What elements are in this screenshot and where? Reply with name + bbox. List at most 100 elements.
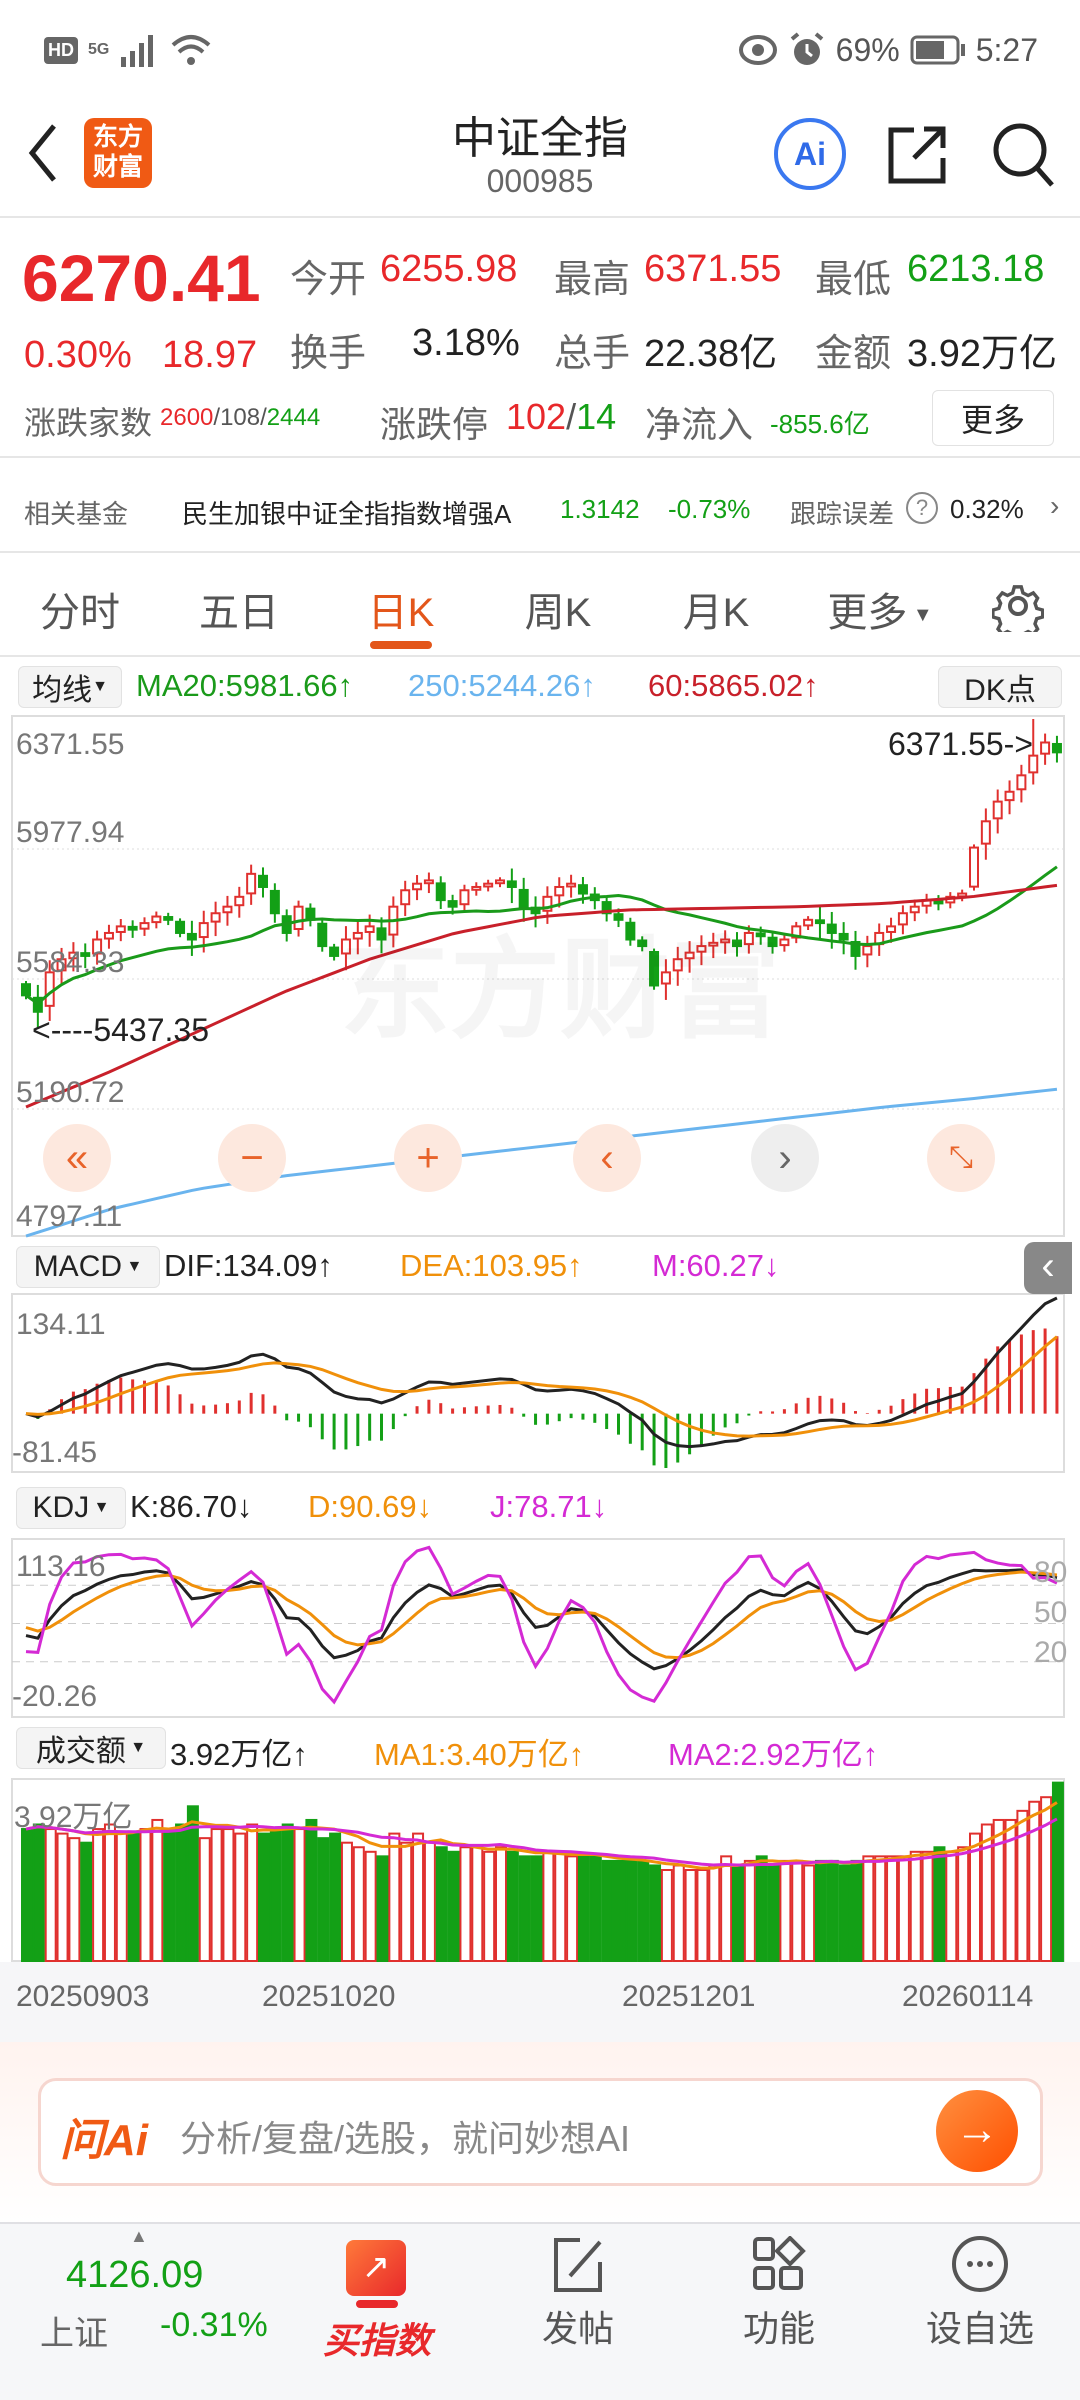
amount-bar-up [68, 1837, 81, 1963]
candle-down [518, 888, 529, 908]
amount-bar-up [921, 1850, 934, 1963]
candle-down [1051, 742, 1062, 754]
back-icon[interactable] [22, 120, 62, 186]
high-marker: 6371.55-> [888, 726, 1034, 762]
sh-index-pct[interactable]: -0.31% [160, 2306, 268, 2344]
amount-bar-up [483, 1850, 496, 1963]
amount-bar-down [447, 1850, 460, 1963]
sh-index-name[interactable]: 上证 [40, 2315, 108, 2353]
divider [0, 456, 1080, 458]
candle-up [139, 922, 150, 930]
limit-label: 涨跌停 [380, 404, 489, 445]
help-icon[interactable]: ? [906, 492, 938, 524]
candle-up [210, 912, 221, 923]
scroll-to-start-button[interactable]: « [43, 1124, 111, 1192]
collapse-panel-button[interactable]: ‹ [1024, 1242, 1072, 1294]
amount-bar-down [933, 1846, 946, 1962]
amount-bar-down [127, 1832, 140, 1962]
alarm-icon [790, 32, 823, 65]
candle-down [186, 932, 197, 941]
candle-up [672, 958, 683, 972]
move-left-button[interactable]: ‹ [573, 1124, 641, 1192]
compose-icon[interactable] [550, 2236, 606, 2294]
amount-bar-up [1028, 1800, 1041, 1962]
functions-button[interactable]: 功能 [742, 2308, 816, 2349]
ma-selector[interactable]: 均线 ▼ [18, 666, 122, 708]
tab-monthly-k[interactable]: 月K [682, 591, 750, 635]
candle-up [56, 958, 67, 972]
amount-bar-up [720, 1855, 733, 1962]
amount-bar-up [803, 1864, 816, 1962]
ask-ai-input[interactable] [38, 2078, 1043, 2186]
dk-point-button[interactable]: DK点 [938, 666, 1062, 708]
amount-bar-up [862, 1855, 875, 1962]
candle-up [566, 882, 577, 888]
macd-selector[interactable]: MACD ▼ [16, 1246, 160, 1288]
zoom-out-button[interactable]: − [218, 1124, 286, 1192]
trend-chart-icon[interactable]: ↗ [346, 2240, 406, 2296]
tab-weekly-k[interactable]: 周K [524, 591, 592, 635]
breadth-up: 2600 [160, 404, 214, 431]
caret-up-icon[interactable]: ▲ [130, 2226, 148, 2246]
functions-grid-icon[interactable] [752, 2236, 806, 2292]
fund-name[interactable]: 民生加银中证全指指数增强A [182, 499, 512, 529]
fund-label: 相关基金 [24, 499, 129, 529]
amount-bar-up [198, 1837, 211, 1963]
kdj-selector[interactable]: KDJ ▼ [16, 1487, 126, 1529]
index-code: 000985 [486, 163, 594, 199]
amount-bar-down [613, 1859, 626, 1963]
tab-daily-k[interactable]: 日K [367, 591, 435, 635]
tab-more-label: 更多 [827, 591, 908, 635]
breadth-down: 2444 [266, 404, 321, 431]
candle-down [649, 950, 660, 987]
amount-bar-down [317, 1837, 330, 1963]
more-dots-icon[interactable] [950, 2234, 1010, 2294]
sh-index-value[interactable]: 4126.09 [66, 2254, 204, 2296]
arrow-right-icon[interactable]: → [936, 2090, 1018, 2172]
date-label: 20251201 [622, 1980, 756, 2013]
amount-bar-up [566, 1855, 579, 1962]
ma60-line [25, 883, 1058, 1109]
amount-bar-up [246, 1823, 259, 1962]
high-value: 6371.55 [644, 248, 782, 290]
date-axis [0, 1962, 1080, 2042]
post-button[interactable]: 发帖 [541, 2308, 615, 2349]
candle-down [269, 889, 280, 915]
tab-intraday[interactable]: 分时 [40, 591, 120, 635]
chevron-right-icon[interactable]: › [1050, 490, 1060, 521]
gear-icon[interactable] [992, 580, 1044, 632]
battery-percent: 69% [835, 31, 900, 68]
move-right-button[interactable]: › [751, 1124, 819, 1192]
tab-five-day[interactable]: 五日 [199, 591, 279, 635]
candle-up [660, 971, 671, 985]
buy-index-button[interactable]: 买指数 [322, 2320, 432, 2361]
breadth-values: 2600/108/2444 [160, 404, 321, 431]
app-logo[interactable]: 东方财富 [84, 118, 152, 188]
ma250-line [25, 1087, 1058, 1238]
active-tab-indicator [370, 641, 432, 649]
candle-up [412, 882, 423, 891]
amount-bar-up [471, 1846, 484, 1962]
amount-bar-down [838, 1864, 851, 1962]
candle-up [980, 820, 991, 845]
amount-bar-up [660, 1869, 673, 1962]
candle-up [68, 951, 79, 960]
add-watchlist-button[interactable]: 设自选 [925, 2308, 1035, 2349]
breadth-label: 涨跌家数 [24, 405, 153, 441]
kline-chart-area[interactable] [0, 0, 1080, 2050]
ai-button[interactable]: Ai [774, 118, 846, 190]
amount-selector[interactable]: 成交额 ▼ [16, 1727, 166, 1769]
amount-bar-down [435, 1846, 448, 1962]
zoom-in-button[interactable]: + [394, 1124, 462, 1192]
open-value: 6255.98 [380, 248, 518, 290]
more-quote-button[interactable]: 更多 [932, 390, 1054, 446]
amount-bar-down [269, 1828, 282, 1963]
y-tick: 5190.72 [16, 1076, 125, 1109]
amount-bar-up [234, 1832, 247, 1962]
tab-more[interactable]: 更多 ▼ [827, 580, 932, 638]
search-icon[interactable] [990, 120, 1056, 190]
fullscreen-button[interactable]: ⤡ [927, 1124, 995, 1192]
candle-down [80, 952, 91, 957]
candle-down [814, 919, 825, 925]
share-icon[interactable] [886, 124, 948, 186]
